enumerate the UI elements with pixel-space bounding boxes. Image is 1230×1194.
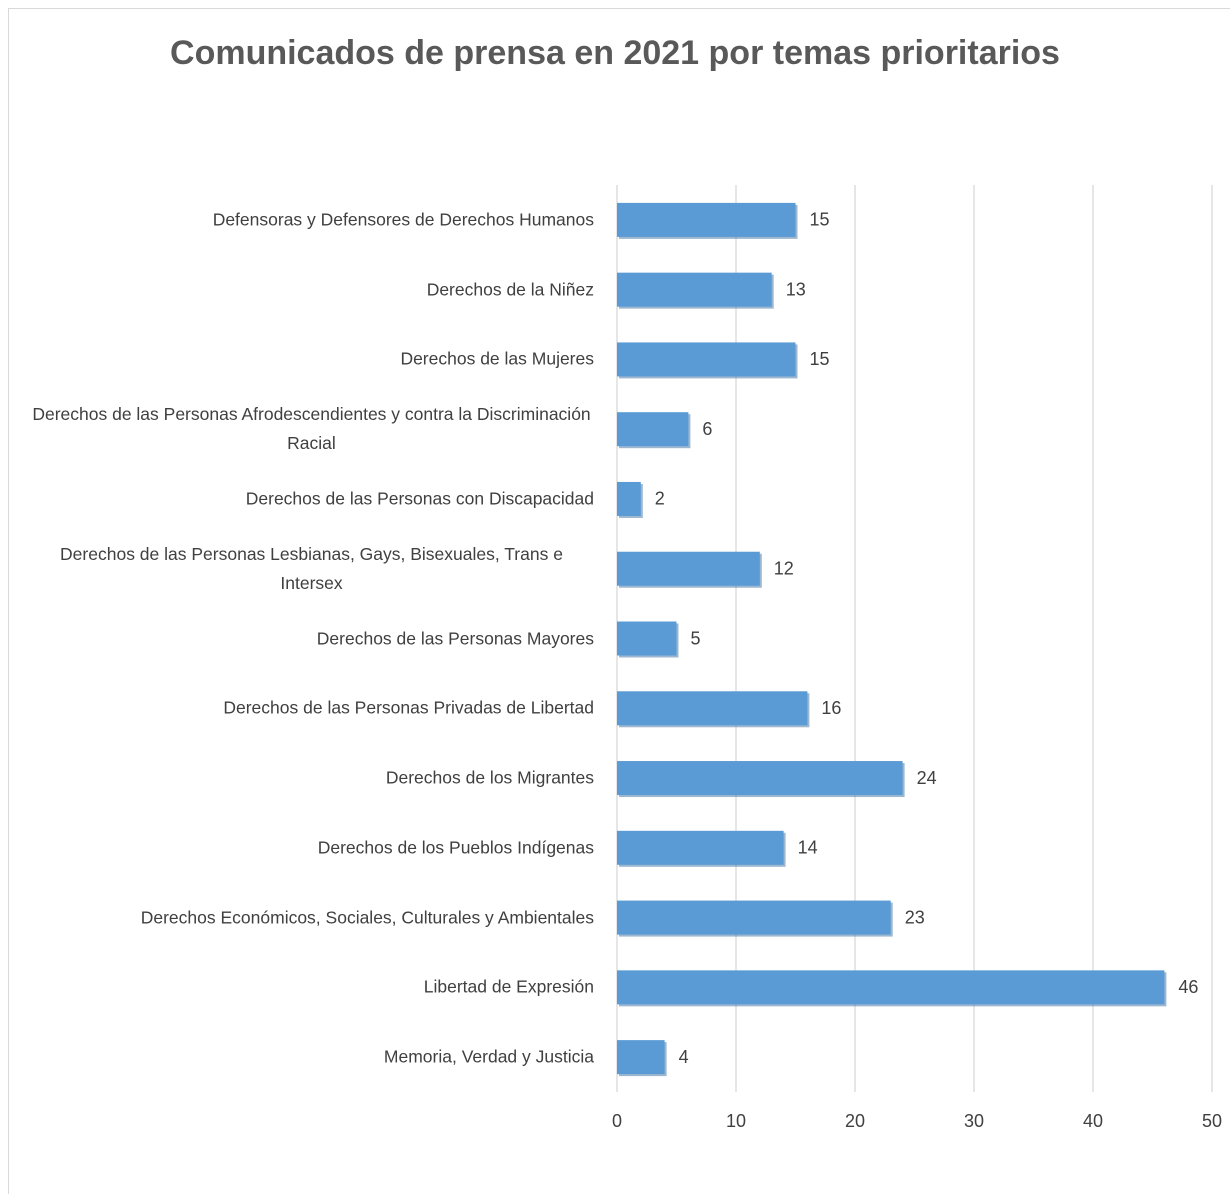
data-label: 16 [821, 698, 841, 718]
y-tick-label: Derechos de las Personas con Discapacida… [245, 488, 594, 509]
data-label: 23 [905, 907, 925, 927]
data-label: 14 [798, 838, 818, 858]
bar [617, 1040, 665, 1075]
y-tick-label: Derechos de los Migrantes [385, 767, 594, 788]
chart-border [8, 8, 1230, 1194]
y-tick-label: Derechos de los Pueblos Indígenas [317, 837, 594, 858]
bar [617, 761, 903, 796]
x-tick-label: 0 [612, 1111, 622, 1131]
bar [617, 272, 772, 307]
data-label: 5 [691, 628, 701, 648]
bar [617, 970, 1165, 1005]
data-label: 6 [702, 419, 712, 439]
y-tick-label: Derechos de las Personas Mayores [316, 628, 594, 648]
bar [617, 691, 808, 726]
x-tick-label: 10 [726, 1111, 746, 1131]
x-tick-label: 40 [1083, 1111, 1103, 1131]
bar [617, 412, 689, 447]
y-tick-label: Derechos de las Mujeres [400, 348, 594, 369]
bar [617, 202, 796, 237]
chart-title: Comunicados de prensa en 2021 por temas … [170, 34, 1060, 72]
y-tick-label: Derechos de las Personas Privadas de Lib… [223, 697, 594, 718]
y-tick-label: Memoria, Verdad y Justicia [383, 1046, 594, 1067]
data-label: 2 [655, 489, 665, 509]
data-label: 46 [1178, 977, 1198, 997]
data-label: 4 [679, 1047, 689, 1067]
data-label: 15 [810, 349, 830, 369]
y-tick-label: Derechos de la Niñez [426, 279, 594, 300]
x-tick-label: 30 [964, 1111, 984, 1131]
y-tick-label: Libertad de Expresión [423, 976, 594, 997]
bar [617, 900, 891, 935]
y-tick-label: Defensoras y Defensores de Derechos Huma… [212, 209, 594, 230]
y-tick-label: Derechos Económicos, Sociales, Culturale… [140, 907, 594, 928]
data-label: 24 [917, 768, 937, 788]
data-label: 13 [786, 279, 806, 299]
bar [617, 481, 641, 516]
x-tick-label: 20 [845, 1111, 865, 1131]
data-label: 15 [810, 210, 830, 230]
data-label: 12 [774, 558, 794, 578]
x-tick-label: 50 [1202, 1111, 1222, 1131]
bar [617, 551, 760, 586]
y-tick-label: Derechos de las Personas Afrodescendient… [32, 404, 591, 454]
bar [617, 830, 784, 865]
y-tick-label: Derechos de las Personas Lesbianas, Gays… [60, 543, 563, 593]
bar [617, 342, 796, 377]
bar [617, 621, 677, 656]
